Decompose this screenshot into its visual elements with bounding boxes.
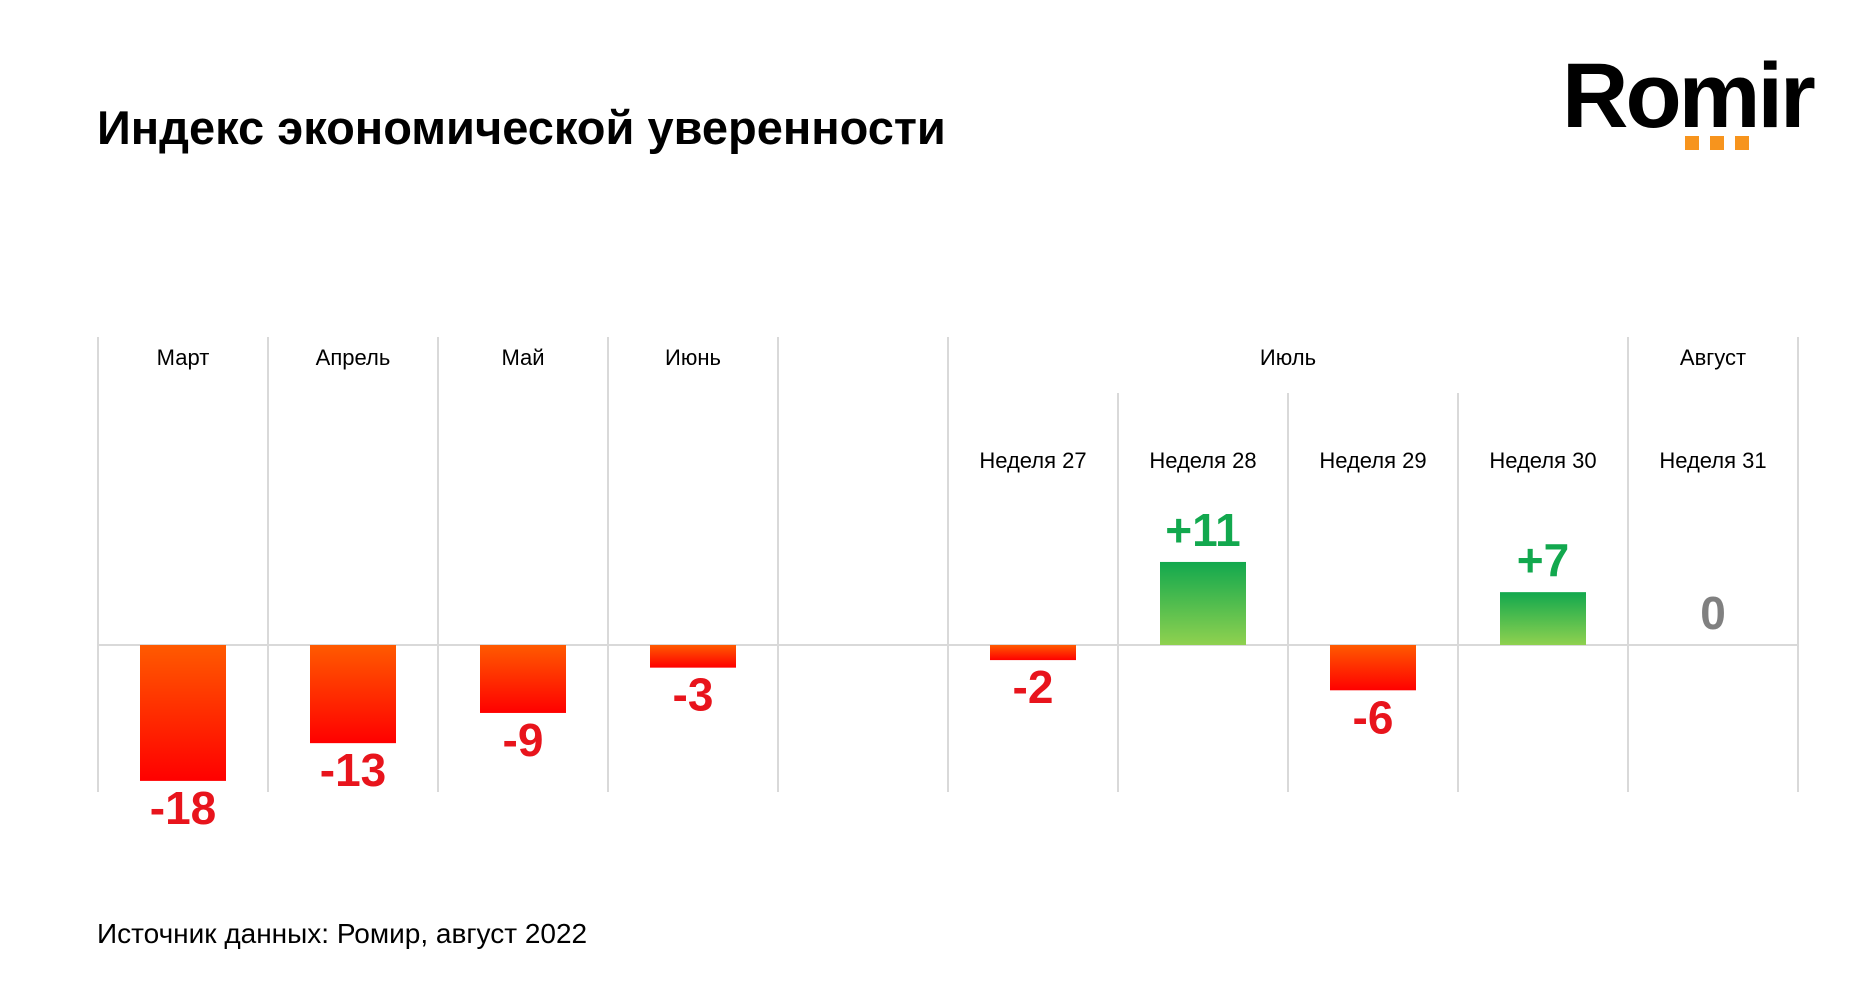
week-label: Неделя 27: [979, 448, 1086, 473]
bar-positive: [1500, 592, 1586, 645]
month-label: Июнь: [665, 345, 721, 370]
data-label: -13: [320, 744, 386, 796]
month-label: Август: [1680, 345, 1746, 370]
logo-dot: [1685, 136, 1699, 150]
month-label: Март: [157, 345, 210, 370]
bar-negative: [650, 645, 736, 668]
bar-positive: [1160, 561, 1246, 645]
logo-text: Romir: [1562, 45, 1816, 147]
week-label: Неделя 30: [1489, 448, 1596, 473]
data-label: +11: [1165, 504, 1241, 556]
logo-dot: [1710, 136, 1724, 150]
data-label: -3: [673, 669, 714, 721]
week-label: Неделя 28: [1149, 448, 1256, 473]
month-label: Май: [501, 345, 544, 370]
week-label: Неделя 29: [1319, 448, 1426, 473]
source-note: Источник данных: Ромир, август 2022: [97, 918, 588, 949]
data-label: +7: [1517, 534, 1569, 586]
bar-negative: [1330, 645, 1416, 691]
bar-negative: [990, 645, 1076, 661]
month-label: Апрель: [316, 345, 391, 370]
data-label: 0: [1700, 587, 1726, 639]
data-label: -9: [503, 714, 544, 766]
data-label: -6: [1353, 691, 1394, 743]
data-label: -18: [150, 782, 216, 834]
page-title: Индекс экономической уверенности: [97, 101, 946, 154]
data-label: -2: [1013, 661, 1054, 713]
bar-negative: [140, 645, 226, 781]
romir-logo: Romir: [1562, 50, 1822, 160]
bar-negative: [310, 645, 396, 744]
week-label: Неделя 31: [1659, 448, 1766, 473]
logo-dot: [1735, 136, 1749, 150]
month-label: Июль: [1260, 345, 1316, 370]
bar-negative: [480, 645, 566, 713]
